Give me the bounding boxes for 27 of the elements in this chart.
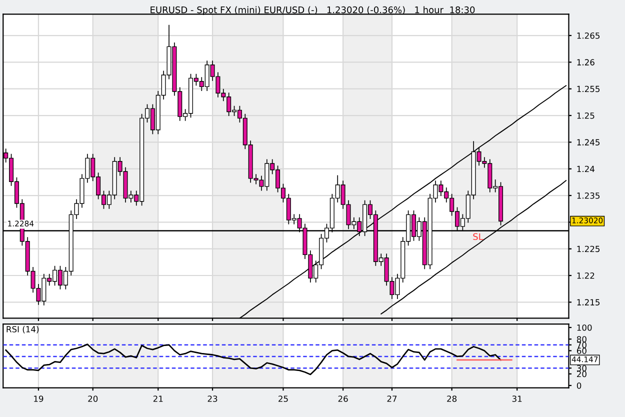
y-tick-label: 0 [576, 382, 582, 389]
y-tick-label: 100 [577, 324, 592, 331]
x-tick-label: 19 [34, 396, 44, 402]
y-tick-label: 1.25 [577, 112, 594, 119]
y-tick-label: 1.215 [577, 299, 600, 306]
y-tick-label: 20 [577, 370, 586, 378]
x-tick-label: 21 [153, 396, 163, 402]
chart-title: EURUSD - Spot FX (mini) EUR/USD (-) 1.23020 (-0.36%) 1 hour 18:30 [150, 6, 475, 15]
y-tick-label: 1.245 [577, 139, 600, 146]
y-tick-label: 1.235 [577, 192, 600, 199]
y-tick-label: 1.26 [577, 59, 594, 66]
annotation: SL [473, 233, 484, 240]
y-tick-label: 1.255 [577, 86, 600, 92]
y-tick-label: 1.24 [577, 166, 594, 172]
x-tick-label: 20 [88, 396, 98, 402]
y-tick-label: 1.225 [577, 246, 600, 252]
y-tick-label: 1.265 [577, 32, 600, 39]
x-tick-label: 28 [447, 396, 457, 402]
y-tick-label: 70 [577, 342, 586, 348]
x-tick-label: 26 [338, 396, 348, 402]
chart-title: RSI (14) [6, 326, 39, 334]
x-tick-label: 31 [512, 396, 522, 402]
x-tick-label: 27 [387, 396, 397, 402]
y-tick-label: 1.22 [577, 272, 594, 279]
y-tick-label: 60 [576, 348, 586, 354]
x-tick-label: 25 [278, 396, 288, 402]
x-tick-label: 23 [208, 396, 218, 402]
